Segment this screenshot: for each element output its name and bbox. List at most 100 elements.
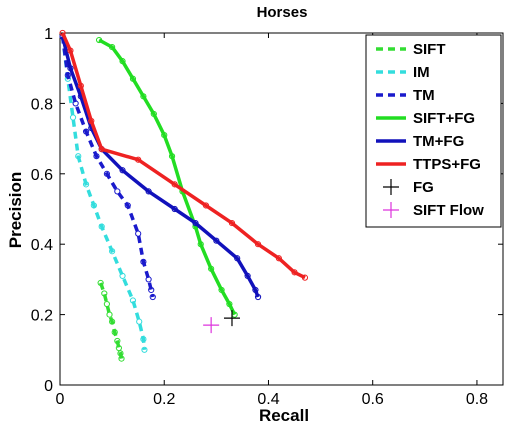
data-point: [119, 272, 126, 279]
x-tick-label: 0.2: [153, 391, 175, 408]
x-tick-label: 0.8: [466, 391, 488, 408]
y-tick-label: 0.6: [31, 167, 53, 184]
data-point: [103, 170, 111, 177]
data-point: [109, 43, 116, 51]
data-point: [197, 241, 204, 248]
data-point: [124, 202, 131, 209]
series-ttps-fg: [59, 29, 309, 281]
data-point: [254, 241, 262, 248]
data-point: [244, 272, 251, 279]
data-point: [118, 355, 125, 362]
data-point: [97, 279, 104, 287]
data-point: [77, 82, 84, 89]
legend-label: TM+FG: [413, 133, 464, 150]
series-im: [59, 33, 148, 353]
legend-label: SIFT: [413, 41, 446, 58]
data-point: [82, 128, 90, 135]
data-point: [115, 344, 122, 352]
x-axis-label: Recall: [259, 406, 309, 425]
y-tick-label: 0.4: [31, 237, 53, 254]
data-point: [226, 300, 233, 308]
data-point: [168, 153, 176, 160]
legend: SIFT IM TM SIFT+FG TM+FG TTPS+FG FG SIFT Flow: [365, 34, 502, 228]
series-line: [99, 282, 124, 359]
series-sift-flow: [203, 317, 220, 334]
data-point: [252, 286, 259, 294]
data-point: [129, 297, 137, 304]
data-point: [275, 255, 282, 262]
data-point: [88, 117, 95, 125]
data-point: [140, 258, 147, 265]
data-point: [135, 156, 142, 163]
data-point: [119, 167, 126, 174]
data-point: [202, 202, 210, 209]
data-point: [109, 318, 116, 325]
data-point: [93, 153, 100, 160]
y-tick-label: 0.8: [31, 96, 53, 113]
data-point: [208, 265, 215, 272]
data-point: [129, 75, 137, 82]
legend-label: FG: [413, 179, 434, 196]
data-point: [82, 181, 90, 188]
data-point: [109, 248, 116, 255]
data-point: [98, 146, 105, 153]
data-point: [145, 276, 152, 283]
data-point: [301, 274, 309, 281]
series-line: [60, 36, 260, 298]
data-point: [64, 72, 71, 79]
x-tick-label: 0.4: [257, 391, 279, 408]
data-point: [75, 153, 82, 160]
data-point: [291, 269, 298, 276]
data-point: [171, 181, 178, 188]
data-point: [228, 219, 236, 227]
data-point: [203, 317, 220, 334]
x-tick-label: 0.6: [362, 391, 384, 408]
legend-swatch: [383, 179, 399, 195]
y-tick-label: 0.2: [31, 308, 53, 325]
data-point: [59, 29, 66, 37]
legend-label: IM: [413, 64, 430, 81]
data-point: [72, 100, 79, 107]
data-point: [213, 237, 220, 244]
series-line: [98, 38, 237, 316]
data-point: [254, 293, 262, 301]
y-tick-label: 0: [44, 378, 53, 395]
series-line: [60, 36, 147, 350]
legend-label: TTPS+FG: [413, 156, 481, 173]
data-point: [136, 318, 143, 325]
data-point: [119, 58, 126, 65]
series-sift: [97, 279, 125, 362]
series-layer: [59, 29, 309, 362]
data-point: [98, 223, 105, 230]
data-point: [67, 65, 74, 72]
y-tick-label: 1: [44, 26, 53, 43]
data-point: [90, 202, 97, 209]
data-point: [218, 286, 225, 294]
data-point: [140, 336, 147, 343]
data-point: [149, 293, 156, 301]
legend-label: TM: [413, 87, 435, 104]
series-fg: [223, 310, 240, 327]
data-point: [150, 110, 157, 118]
data-point: [140, 93, 147, 100]
y-axis-label: Precision: [6, 172, 25, 249]
data-point: [192, 219, 199, 227]
data-point: [135, 230, 142, 237]
series-tm-fg: [59, 33, 262, 301]
data-point: [111, 329, 118, 336]
chart-title: Horses: [257, 4, 308, 21]
data-point: [223, 310, 240, 327]
data-point: [67, 47, 74, 54]
x-tick-label: 0: [56, 391, 65, 408]
data-point: [114, 337, 121, 345]
series-line: [61, 32, 306, 280]
legend-label: SIFT Flow: [413, 202, 484, 219]
data-point: [69, 114, 77, 121]
data-point: [95, 36, 103, 44]
data-point: [103, 300, 111, 308]
data-point: [171, 205, 178, 213]
axis-ticks: 0 0.2 0.4 0.6 0.8 0 0.2 0.4 0.6 0.8 1: [31, 26, 503, 408]
legend-swatch: [383, 202, 399, 218]
data-point: [145, 188, 152, 195]
